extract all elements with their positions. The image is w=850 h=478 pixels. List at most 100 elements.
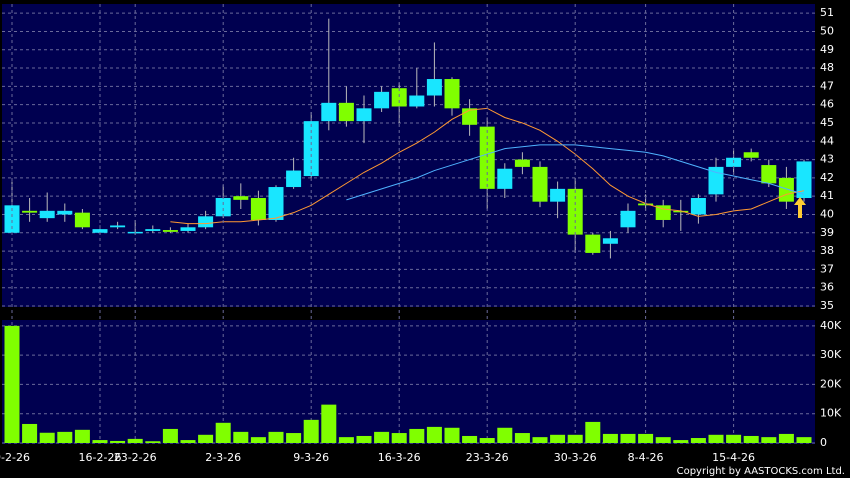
price-panel <box>2 4 815 307</box>
candle-body <box>761 165 777 184</box>
y-tick-label: 45 <box>820 116 834 129</box>
candle-body <box>409 95 425 107</box>
y-tick-label: 49 <box>820 43 834 56</box>
layer: 35 36 37 38 39 40 41 42 43 44 45 46 47 48 49 50 51 0 10K 20… <box>0 4 842 464</box>
volume-panel <box>2 320 815 444</box>
candle-body <box>92 229 108 233</box>
y-tick-label: 0 <box>820 436 827 449</box>
volume-bar <box>638 433 654 443</box>
y-tick-label: 40K <box>820 319 842 332</box>
candle-body <box>514 159 530 167</box>
candle-body <box>57 210 73 215</box>
candle-body <box>602 238 618 244</box>
y-tick-label: 41 <box>820 189 834 202</box>
y-tick-label: 30K <box>820 348 842 361</box>
volume-bar <box>673 440 689 443</box>
x-tick-label: 23-3-26 <box>466 451 509 464</box>
volume-bar <box>409 428 425 443</box>
y-tick-label: 36 <box>820 281 834 294</box>
candle-body <box>39 210 55 219</box>
candle-body <box>321 102 337 122</box>
y-tick-label: 35 <box>820 299 834 312</box>
candle-body <box>162 230 178 232</box>
volume-bar <box>162 428 178 443</box>
volume-bar <box>708 434 724 443</box>
volume-bar <box>426 426 442 443</box>
y-tick-label: 38 <box>820 244 834 257</box>
candle-body <box>796 161 812 199</box>
candle-body <box>567 188 583 235</box>
volume-bar <box>532 437 548 443</box>
volume-bar <box>391 433 407 443</box>
candle-body <box>110 225 126 228</box>
candle-body <box>268 187 284 220</box>
candle-body <box>4 205 20 233</box>
volume-bar <box>22 423 38 443</box>
y-tick-label: 10K <box>820 407 842 420</box>
candle-body <box>690 198 706 215</box>
volume-bar <box>39 432 55 443</box>
y-tick-label: 40 <box>820 207 834 220</box>
candle-body <box>74 212 90 228</box>
candle-body <box>673 210 689 213</box>
x-tick-label: 8-4-26 <box>628 451 664 464</box>
y-tick-label: 43 <box>820 153 834 166</box>
candle-body <box>550 188 566 202</box>
volume-bar <box>338 437 354 443</box>
volume-bar <box>374 431 390 443</box>
candle-body <box>356 108 372 122</box>
volume-bar <box>233 431 249 443</box>
x-tick-label: 16-2-26 <box>79 451 122 464</box>
volume-bar <box>356 435 372 443</box>
candle-body <box>22 210 38 213</box>
x-tick-label: 9-3-26 <box>293 451 329 464</box>
volume-bar <box>4 325 20 443</box>
volume-bar <box>567 434 583 443</box>
volume-bar <box>321 404 337 443</box>
y-tick-label: 42 <box>820 171 834 184</box>
volume-bar <box>110 440 126 443</box>
volume-bar <box>198 434 214 443</box>
volume-bar <box>497 427 513 443</box>
candle-body <box>444 79 460 109</box>
y-tick-label: 47 <box>820 79 834 92</box>
y-tick-label: 50 <box>820 24 834 37</box>
candle-body <box>620 210 636 228</box>
volume-bar <box>690 438 706 443</box>
volume-bar <box>92 440 108 443</box>
copyright: Copyright by AASTOCKS.com Ltd. <box>677 466 845 477</box>
y-tick-label: 44 <box>820 134 834 147</box>
volume-bar <box>303 419 319 443</box>
x-tick-label: 23-2-26 <box>114 451 157 464</box>
candle-body <box>233 196 249 200</box>
volume-bar <box>479 438 495 443</box>
candle-body <box>743 152 759 158</box>
candle-body <box>215 198 231 217</box>
volume-bar <box>514 433 530 443</box>
volume-bar <box>215 422 231 443</box>
volume-bar <box>462 435 478 443</box>
candle-body <box>180 227 196 231</box>
candle-body <box>145 229 161 231</box>
arrow <box>794 197 806 218</box>
y-tick-label: 39 <box>820 226 834 239</box>
candle-body <box>286 170 302 188</box>
volume-bar <box>743 435 759 443</box>
y-tick-label: 37 <box>820 262 834 275</box>
y-tick-label: 51 <box>820 6 834 19</box>
candle-body <box>462 108 478 125</box>
candle-body <box>497 168 513 189</box>
candle-body <box>391 88 407 107</box>
candle-body <box>778 177 794 202</box>
volume-bar <box>778 433 794 443</box>
x-tick-label: 15-4-26 <box>712 451 755 464</box>
volume-bar <box>127 438 143 443</box>
volume-bar <box>145 441 161 443</box>
volume-bar <box>180 440 196 443</box>
candle-body <box>708 166 724 195</box>
volume-bar <box>57 431 73 443</box>
volume-bar <box>655 437 671 443</box>
y-tick-label: 46 <box>820 98 834 111</box>
volume-bar <box>585 421 601 443</box>
